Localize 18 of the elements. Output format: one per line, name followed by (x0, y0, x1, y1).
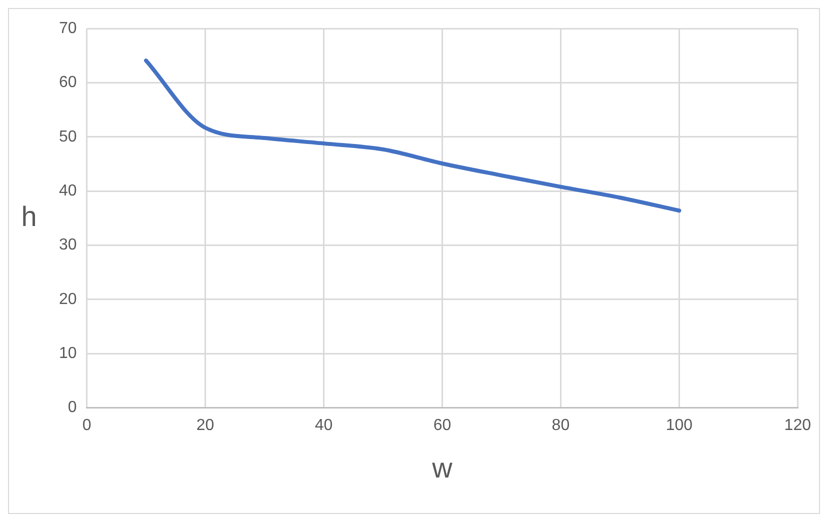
y-tick-label: 20 (59, 290, 77, 308)
y-tick-label: 40 (59, 182, 77, 200)
x-tick-label: 40 (314, 416, 333, 434)
x-axis-title: w (431, 452, 454, 484)
x-tick-label: 120 (784, 416, 812, 434)
y-tick-label: 30 (59, 236, 77, 254)
y-tick-label: 60 (59, 74, 77, 92)
y-tick-label: 50 (59, 128, 77, 146)
x-tick-label: 20 (196, 416, 214, 434)
x-tick-label: 0 (82, 416, 92, 434)
y-tick-label: 0 (68, 399, 77, 416)
y-tick-label: 70 (59, 20, 77, 38)
line-series (144, 58, 682, 213)
y-tick-label: 10 (59, 345, 77, 362)
x-tick-label: 80 (552, 416, 570, 434)
x-tick-label: 60 (433, 416, 452, 434)
x-tick-label: 100 (666, 416, 693, 434)
y-axis-title: h (21, 200, 37, 232)
